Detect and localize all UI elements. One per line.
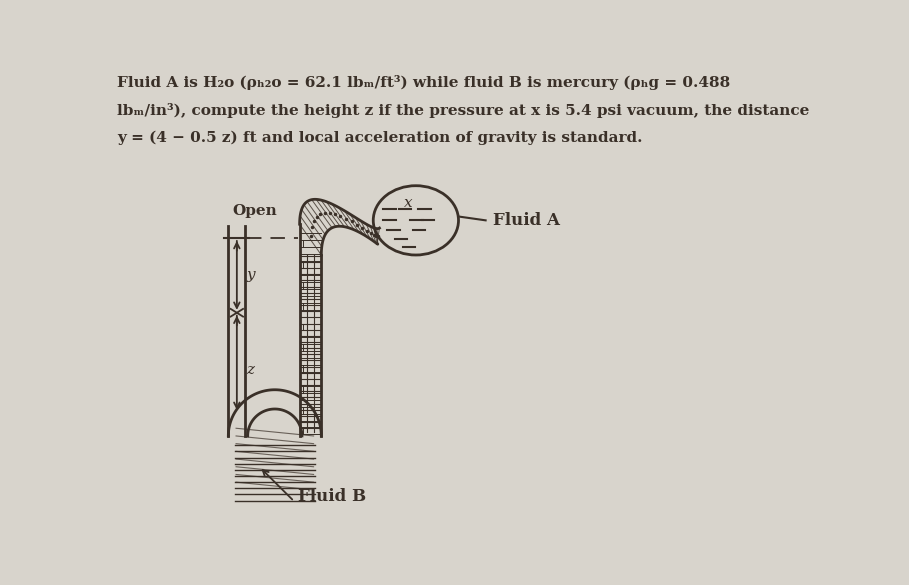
Text: y = (4 − 0.5 z) ft and local acceleration of gravity is standard.: y = (4 − 0.5 z) ft and local acceleratio… <box>116 130 643 144</box>
Text: lbₘ/in³), compute the height z if the pressure at x is 5.4 psi vacuum, the dista: lbₘ/in³), compute the height z if the pr… <box>116 102 809 118</box>
Text: Fluid A is H₂o (ρₕ₂o = 62.1 lbₘ/ft³) while fluid B is mercury (ρₕg = 0.488: Fluid A is H₂o (ρₕ₂o = 62.1 lbₘ/ft³) whi… <box>116 75 730 90</box>
Text: Open: Open <box>232 204 277 218</box>
Text: x: x <box>404 197 413 211</box>
Text: y: y <box>246 269 255 283</box>
Text: z: z <box>246 363 255 377</box>
Text: Fluid B: Fluid B <box>298 488 366 505</box>
Text: Fluid A: Fluid A <box>494 212 560 229</box>
